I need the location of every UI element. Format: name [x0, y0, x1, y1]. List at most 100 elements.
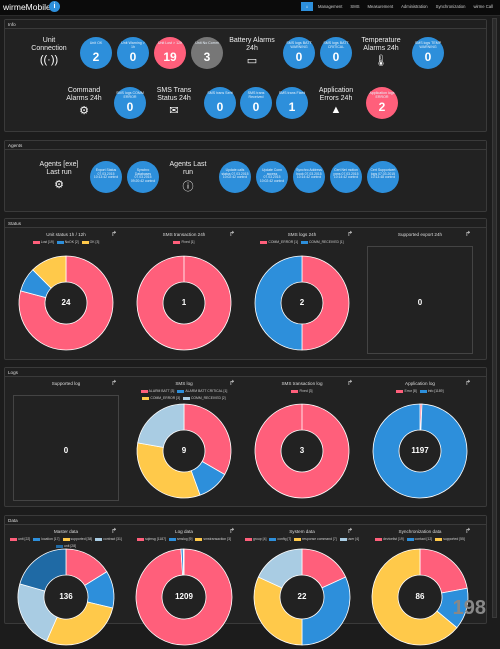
nav-wirme-call[interactable]: wirme Call	[470, 2, 496, 11]
home-icon[interactable]: ⌂	[301, 2, 313, 11]
nav-sms[interactable]: SMS	[347, 2, 362, 11]
donut-slice[interactable]	[20, 549, 66, 591]
donut-chart: System data↱group [4]config [7]response …	[245, 529, 359, 649]
share-icon[interactable]: ↱	[111, 379, 117, 387]
data-panel-title: Data	[5, 516, 486, 525]
stat-tile-title: SMS trans Fixed	[276, 91, 308, 95]
stat-tile-title: Unit Lost > 12h	[154, 41, 186, 45]
tile-label: Unit Connection	[25, 37, 73, 52]
donut-chart: Master data↱unit [22]location [17]suppor…	[9, 529, 123, 649]
donut-chart: SMS transaction log↱Fixed [3]3	[245, 381, 359, 505]
nav-measurement[interactable]: Measurement	[365, 2, 397, 11]
status-panel: Status Unit status 1h / 12h↱Lost [19]NoO…	[4, 218, 487, 360]
page-watermark: 198	[453, 597, 486, 620]
chart-total: 3	[245, 446, 359, 455]
info-icon: ⓘ	[164, 178, 212, 194]
stat-tile-title: Synchro Databases 07.03.2015 09:20:42 co…	[127, 169, 159, 183]
stat-tile[interactable]: Export Status 07.03.2015 10:13:42 contro…	[90, 161, 122, 193]
stat-tile[interactable]: Unit Lost > 12h 19	[154, 37, 186, 69]
stat-tile-value: 3	[191, 50, 223, 64]
stat-tile[interactable]: Synchro Address book 07.03.2015 10:14:42…	[293, 161, 325, 193]
nav-administration[interactable]: Administration	[398, 2, 431, 11]
share-icon[interactable]: ↱	[465, 230, 471, 238]
stat-tile[interactable]: SMS trans Fixed 1	[276, 87, 308, 119]
tile-label: Application Errors 24h	[312, 87, 360, 102]
stat-tile-title: Update calls status 07.03.2015 10:02:42 …	[219, 169, 251, 180]
tile-label: SMS Trans Status 24h	[150, 87, 198, 102]
stat-tile-title: SMS logs BATT WARNING	[283, 41, 315, 49]
stat-tile-value: 0	[320, 50, 352, 64]
stat-tile-value: 1	[276, 100, 308, 114]
donut-slice[interactable]	[183, 549, 184, 575]
donut-slice[interactable]	[138, 404, 184, 447]
stat-tile-value: 19	[154, 50, 186, 64]
stat-tile-title: Unit Warning > 1h	[117, 41, 149, 49]
tile-label: Command Alarms 24h	[60, 87, 108, 102]
status-panel-title: Status	[5, 219, 486, 228]
chart-total: 136	[9, 592, 123, 601]
wifi-icon: ((·))	[25, 54, 73, 66]
stat-tile[interactable]: Update calls status 07.03.2015 10:02:42 …	[219, 161, 251, 193]
donut-svg	[9, 529, 123, 649]
donut-chart: SMS logs 24h↱COMM_ERROR [1]COMM_RECEIVED…	[245, 232, 359, 358]
stat-tile-title: SMS logs BATT CRITICAL	[320, 41, 352, 49]
stat-tile-value: 0	[117, 50, 149, 64]
stat-tile-value: 0	[204, 100, 236, 114]
tile-label: Temperature Alarms 24h	[357, 37, 405, 52]
stat-tile-title: SMS trans Received	[240, 91, 272, 99]
stat-tile-title: Export Status 07.03.2015 10:13:42 contro…	[90, 169, 122, 180]
stat-tile-value: 0	[283, 50, 315, 64]
stat-tile[interactable]: Cert Net motion pxns 07.03.2015 10:14:42…	[330, 161, 362, 193]
donut-chart: Unit status 1h / 12h↱Lost [19]NoOK [2]OK…	[9, 232, 123, 358]
tile-label: Agents Last run	[164, 161, 212, 176]
stat-tile-title: Synchro Address book 07.03.2015 10:14:42…	[293, 169, 325, 180]
chart-total: 9	[127, 446, 241, 455]
nav-management[interactable]: Management	[315, 2, 345, 11]
stat-tile-title: Update Conn access 07.03.2015 10:02:42 c…	[256, 169, 288, 183]
donut-slice[interactable]	[420, 549, 467, 593]
stat-tile-value: 2	[366, 100, 398, 114]
stat-tile-title: SMS logs COMM ERROR	[114, 91, 146, 99]
stat-tile-title: Unit No Comm	[191, 41, 223, 45]
donut-slice[interactable]	[302, 577, 350, 645]
donut-chart: SMS log↱ALARM BATT [3]ALARM BATT CRITICA…	[127, 381, 241, 505]
page-scrollbar[interactable]	[492, 18, 497, 618]
donut-svg	[9, 232, 123, 358]
top-navbar: wirmeMobile i ⌂ Management SMS Measureme…	[0, 0, 500, 16]
donut-svg	[127, 381, 241, 505]
stat-tile-title: Cert Supportcert logs 07.03.2015 10:13:4…	[367, 169, 399, 180]
nav-synchronization[interactable]: Synchronization	[433, 2, 469, 11]
donut-slice[interactable]	[254, 577, 302, 645]
info-logo-icon[interactable]: i	[49, 1, 60, 12]
chart-total: 0	[363, 298, 477, 307]
donut-svg	[245, 381, 359, 505]
stat-tile[interactable]: Unit No Comm 3	[191, 37, 223, 69]
data-panel: Data Master data↱unit [22]location [17]s…	[4, 515, 487, 624]
donut-slice[interactable]	[184, 404, 231, 475]
chart-total: 1197	[363, 446, 477, 455]
envelope-icon: ✉	[150, 104, 198, 117]
tile-label: Battery Alarms 24h	[228, 37, 276, 52]
agents-panel-title: Agents	[5, 141, 486, 150]
donut-chart: Synchronization data↱devicelist [19]cont…	[363, 529, 477, 649]
stat-tile[interactable]: Cert Supportcert logs 07.03.2015 10:13:4…	[367, 161, 399, 193]
donut-svg	[245, 529, 359, 649]
gear-icon: ⚙	[35, 178, 83, 191]
chart-total: 1209	[127, 592, 241, 601]
stat-tile-value: 2	[80, 50, 112, 64]
stat-tile[interactable]: Synchro Databases 07.03.2015 09:20:42 co…	[127, 161, 159, 193]
stat-tile[interactable]: Update Conn access 07.03.2015 10:02:42 c…	[256, 161, 288, 193]
app-brand[interactable]: wirmeMobile	[3, 2, 51, 12]
tile-label: Agents [exe] Last run	[35, 161, 83, 176]
chart-total: 0	[9, 446, 123, 455]
